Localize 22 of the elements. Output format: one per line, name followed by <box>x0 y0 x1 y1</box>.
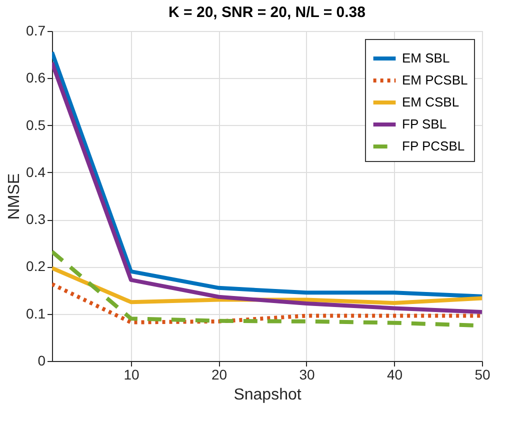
legend-label: FP PCSBL <box>402 138 465 154</box>
y-tick-label: 0.1 <box>26 305 46 322</box>
legend-label: EM PCSBL <box>402 72 468 88</box>
y-tick-label: 0.7 <box>26 22 46 38</box>
x-tick-label: 40 <box>386 366 403 382</box>
x-tick-label: 10 <box>124 366 140 382</box>
y-axis-title: NMSE <box>6 173 24 220</box>
x-tick-label: 30 <box>299 366 315 382</box>
y-tick-label: 0.2 <box>26 258 46 274</box>
y-tick-label: 0 <box>38 352 46 368</box>
legend-label: FP SBL <box>402 116 447 132</box>
y-tick-label: 0.4 <box>26 164 46 180</box>
x-tick-label: 50 <box>474 366 490 382</box>
y-tick-label: 0.3 <box>26 211 46 228</box>
chart-title: K = 20, SNR = 20, N/L = 0.38 <box>168 4 366 21</box>
legend-label: EM SBL <box>402 50 450 66</box>
y-tick-label: 0.6 <box>26 70 46 86</box>
y-tick-label: 0.5 <box>26 116 46 133</box>
line-series <box>52 282 482 324</box>
x-tick-label: 20 <box>211 366 228 382</box>
legend-label: EM CSBL <box>402 94 460 110</box>
x-axis-title: Snapshot <box>234 386 302 404</box>
